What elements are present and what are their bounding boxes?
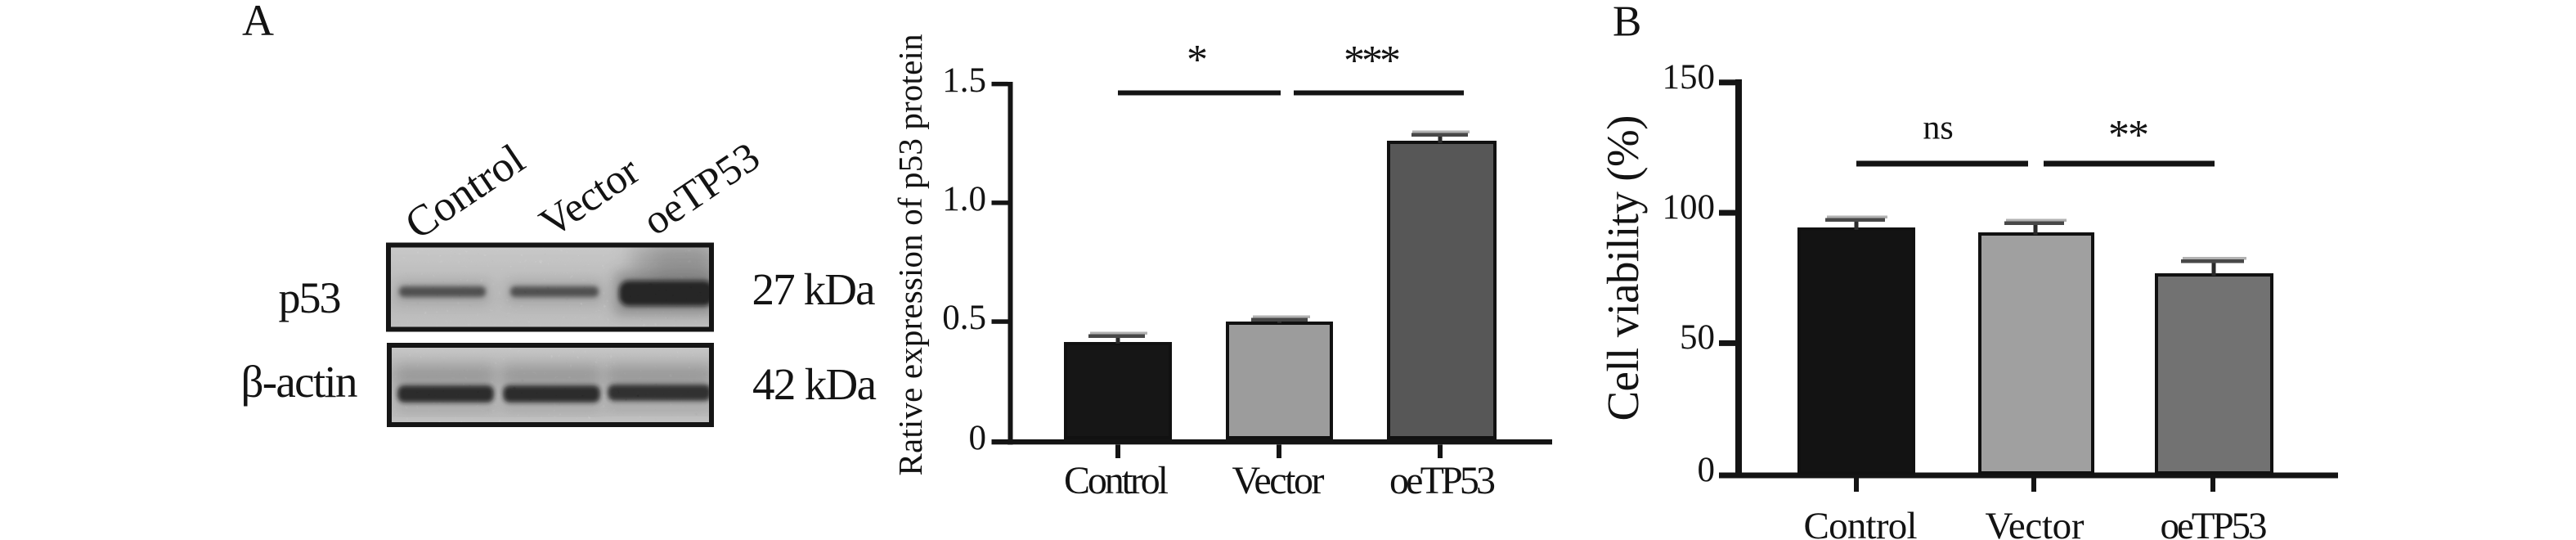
svg-text:Control: Control (1064, 459, 1169, 502)
svg-text:Cell viability (%): Cell viability (%) (1598, 115, 1648, 421)
svg-text:Vector: Vector (1232, 459, 1325, 502)
svg-text:Control: Control (1804, 505, 1918, 540)
svg-text:Rative expression of p53 prote: Rative expression of p53 protein (891, 34, 929, 476)
svg-text:oeTP53: oeTP53 (2161, 505, 2268, 540)
svg-text:***: *** (1344, 38, 1399, 84)
svg-text:0: 0 (1698, 451, 1716, 489)
svg-text:150: 150 (1663, 58, 1716, 97)
svg-text:B: B (1613, 0, 1641, 46)
svg-text:A: A (242, 0, 274, 45)
svg-text:42 kDa: 42 kDa (752, 359, 877, 409)
svg-text:Vector: Vector (1986, 505, 2085, 540)
svg-text:1.5: 1.5 (942, 61, 986, 100)
svg-text:oeTP53: oeTP53 (1389, 459, 1496, 502)
svg-text:50: 50 (1680, 318, 1715, 357)
svg-text:p53: p53 (279, 273, 342, 322)
svg-text:1.0: 1.0 (942, 180, 986, 218)
svg-text:0: 0 (969, 419, 987, 457)
svg-text:*: * (1187, 37, 1208, 83)
svg-text:0.5: 0.5 (942, 299, 986, 337)
svg-text:**: ** (2108, 112, 2147, 159)
svg-text:β-actin: β-actin (241, 357, 358, 407)
svg-text:27 kDa: 27 kDa (752, 264, 876, 314)
svg-text:ns: ns (1923, 109, 1953, 146)
svg-text:100: 100 (1663, 188, 1716, 227)
